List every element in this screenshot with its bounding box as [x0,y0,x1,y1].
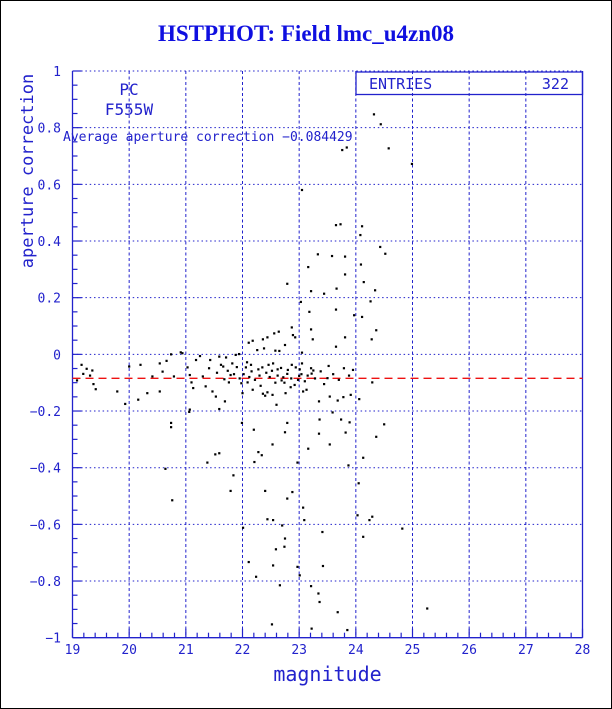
entries-stat-value: 322 [541,75,569,93]
scatter-points [75,113,429,632]
y-tick-label: 0.4 [38,235,62,250]
x-tick-label: 23 [291,643,307,658]
y-tick-label: −0.6 [30,518,61,533]
x-tick-label: 24 [348,643,364,658]
x-tick-label: 26 [461,643,477,658]
axis-ticks [71,70,584,639]
y-tick-label: 0.8 [38,122,61,137]
entries-stat-label: ENTRIES [369,75,433,93]
filter-label: F555W [104,100,154,119]
y-tick-label: −0.2 [30,405,61,420]
y-tick-label: 0 [53,348,61,363]
x-tick-label: 22 [235,643,251,658]
x-tick-label: 20 [121,643,137,658]
x-tick-label: 25 [405,643,421,658]
x-tick-label: 28 [575,643,591,658]
x-axis-label: magnitude [273,662,382,686]
page-title: HSTPHOT: Field lmc_u4zn08 [157,21,455,46]
y-tick-label: 0.2 [38,292,61,307]
y-tick-label: −1 [45,632,61,647]
y-tick-label: −0.4 [30,462,61,477]
entries-stat-box [355,71,584,96]
tick-labels: 19 20 21 22 23 24 25 26 27 28 1 0.8 0.6 0.4 0.2 0 −0.2 −0… [30,65,591,658]
y-tick-label: 0.6 [38,178,61,193]
y-axis-label: aperture correction [18,73,38,269]
camera-label: PC [119,80,139,99]
x-tick-label: 21 [178,643,194,658]
y-tick-label: 1 [53,65,61,80]
x-tick-label: 27 [518,643,534,658]
average-correction-annotation: Average aperture correction −0.084429 [63,130,353,145]
gridlines [72,71,583,638]
x-tick-label: 19 [65,643,81,658]
y-tick-label: −0.8 [30,575,61,590]
